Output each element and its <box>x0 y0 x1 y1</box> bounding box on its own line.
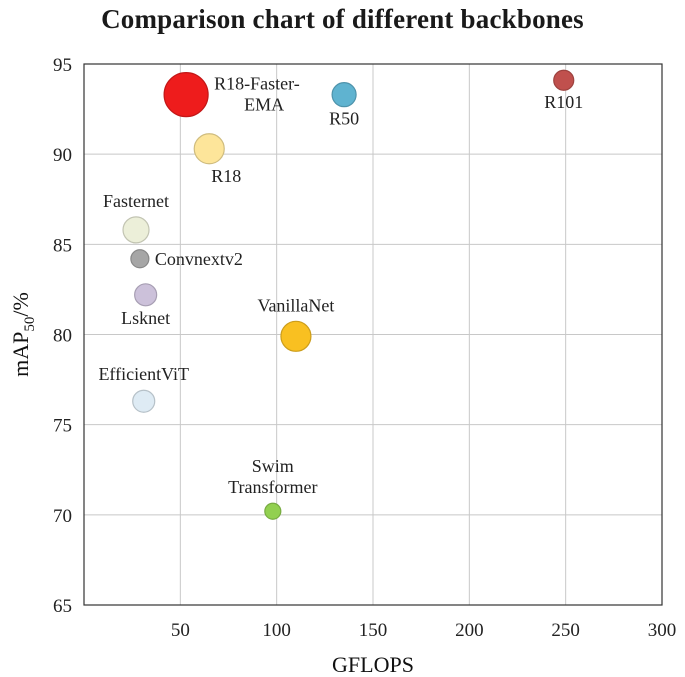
point-label: R18 <box>211 166 241 186</box>
point-label: VanillaNet <box>257 295 334 315</box>
plot-frame <box>83 63 663 606</box>
x-tick-label: 100 <box>262 620 291 641</box>
x-tick-label: 50 <box>171 620 190 641</box>
y-axis-label-suffix: /% <box>8 292 33 316</box>
x-axis-label: GFLOPS <box>332 652 414 677</box>
point-label: Convnextv2 <box>155 249 243 269</box>
point-convnextv2 <box>130 249 150 269</box>
x-tick-label: 200 <box>455 620 484 641</box>
y-tick-label: 70 <box>53 506 72 527</box>
point-label: Swim <box>252 456 294 476</box>
point-label: Lsknet <box>121 308 170 328</box>
chart-title: Comparison chart of different backbones <box>101 4 584 34</box>
y-axis-label-subscript: 50 <box>22 317 38 332</box>
point-fasternet <box>122 216 150 244</box>
y-tick-label: 65 <box>53 596 72 617</box>
point-swim-transformer <box>264 502 282 520</box>
point-r50 <box>331 82 357 108</box>
point-label: EfficientViT <box>98 364 189 384</box>
y-tick-label: 90 <box>53 145 72 166</box>
point-label: R18-Faster- <box>214 74 300 94</box>
y-axis-label-main: mAP <box>8 332 33 377</box>
y-axis-label: mAP50/% <box>8 292 38 377</box>
point-lsknet <box>134 283 158 307</box>
x-tick-label: 300 <box>648 620 677 641</box>
point-label: R101 <box>544 92 583 112</box>
point-efficientvit <box>132 389 156 413</box>
point-vanillanet <box>280 320 312 352</box>
x-tick-label: 250 <box>551 620 580 641</box>
y-tick-label: 75 <box>53 416 72 437</box>
point-r18 <box>193 133 225 165</box>
x-tick-label: 150 <box>359 620 388 641</box>
y-tick-label: 95 <box>53 55 72 76</box>
point-label: Transformer <box>228 477 317 497</box>
point-label: Fasternet <box>103 191 169 211</box>
y-tick-label: 85 <box>53 235 72 256</box>
point-label: R50 <box>329 109 359 129</box>
point-r101 <box>553 69 575 91</box>
point-label: EMA <box>244 95 284 115</box>
point-r18-faster-ema <box>163 72 209 118</box>
y-tick-label: 80 <box>53 326 72 347</box>
